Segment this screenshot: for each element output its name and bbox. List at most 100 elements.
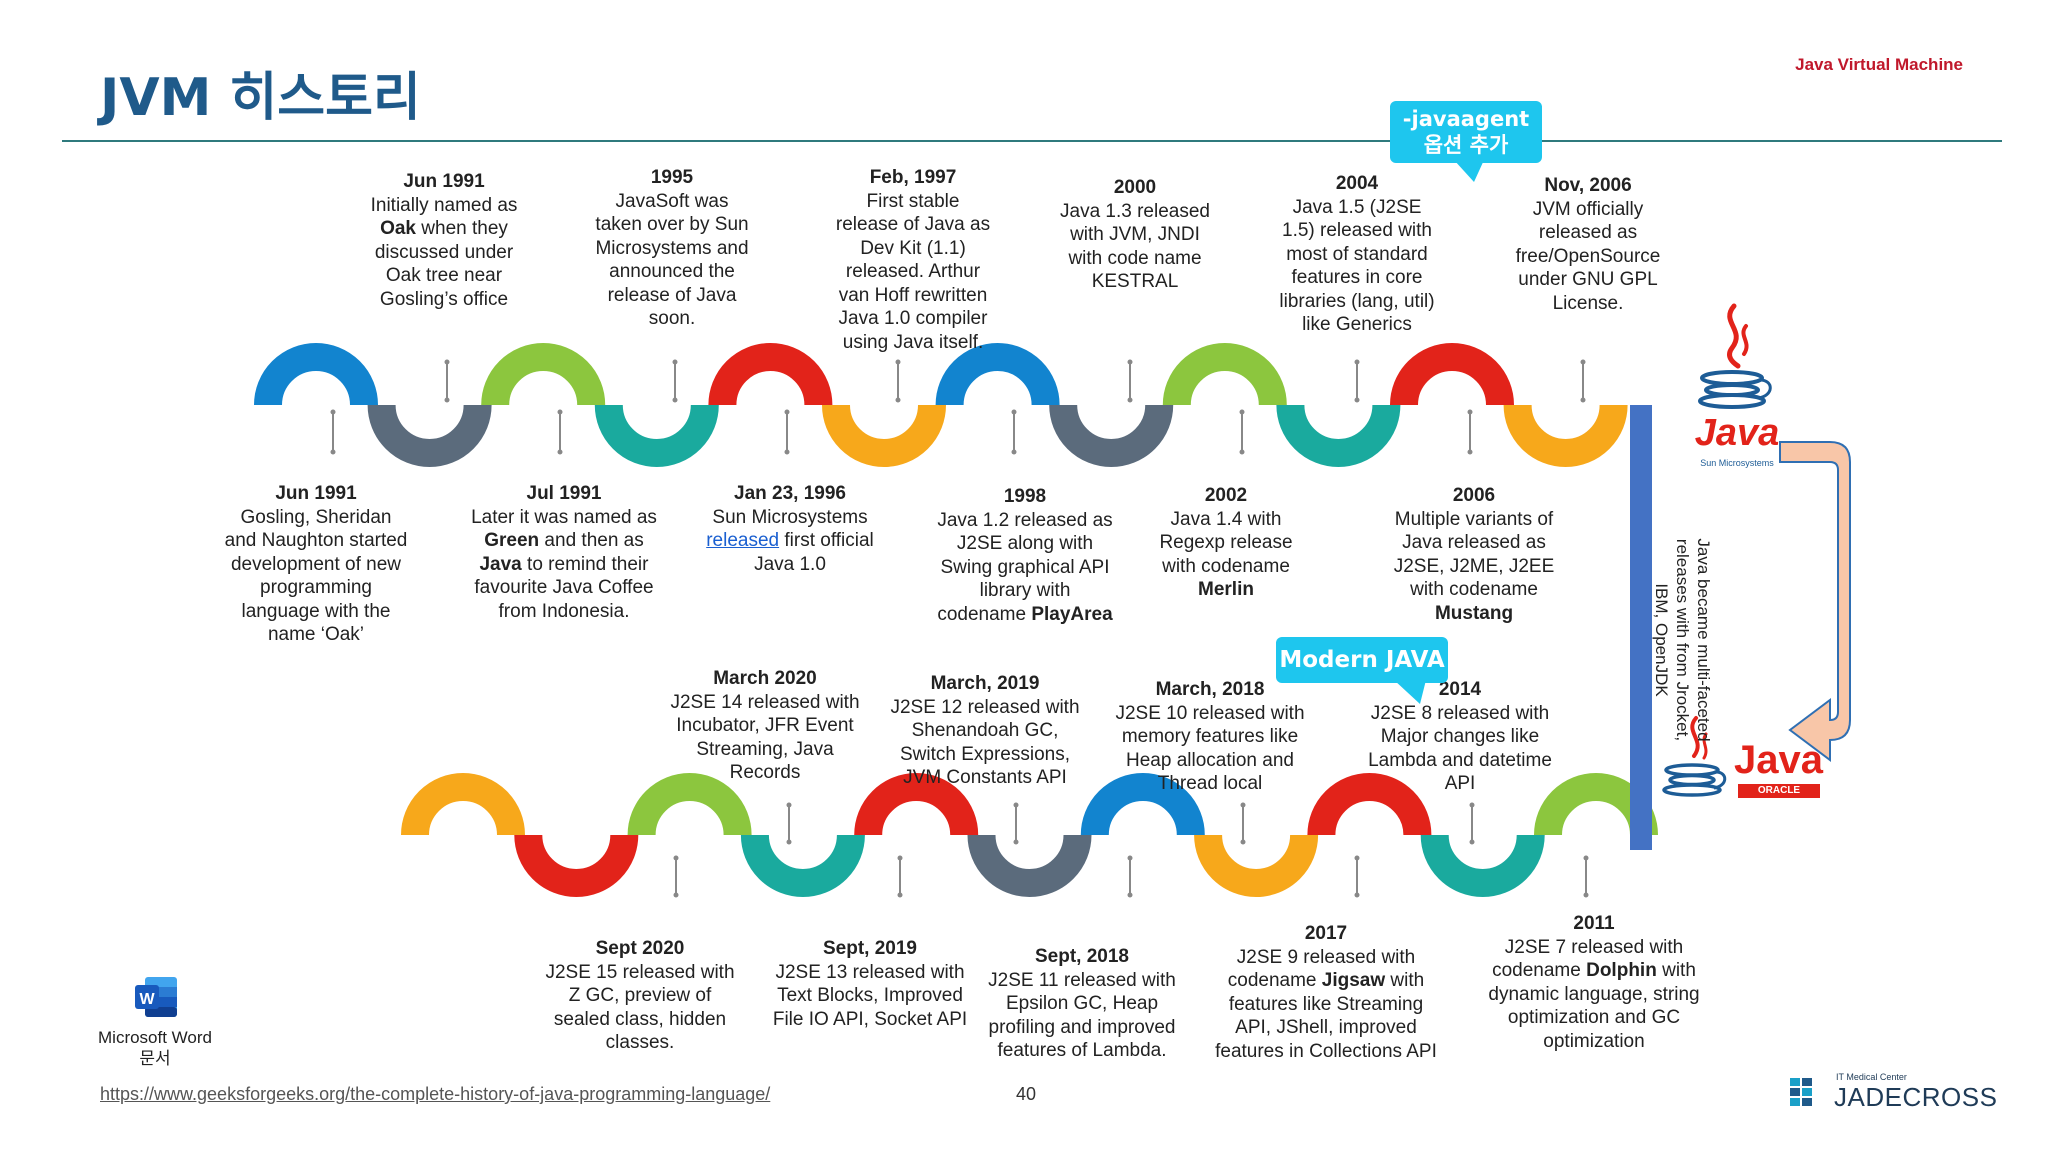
timeline-tick-end — [673, 855, 679, 861]
event-description-line: 1.5) released with — [1282, 220, 1432, 241]
wave-row2-segment — [401, 773, 525, 836]
event-description-line: Microsystems and — [595, 237, 749, 259]
timeline-tick-end — [1467, 409, 1473, 415]
timeline-tick-end — [784, 409, 790, 415]
timeline-tick-end — [672, 397, 678, 403]
event-date: 2000 — [1113, 177, 1157, 198]
event-description-line: language with the — [241, 600, 391, 622]
event-description-line: Thread local — [1157, 773, 1263, 794]
event-lower-top: March 2020 J2SE 14 released with Incubator… — [650, 667, 880, 785]
page-number: 40 — [1016, 1084, 1037, 1104]
event-description-line: discussed under — [374, 241, 514, 263]
event-mid: 2006 Multiple variants of Java released as… — [1359, 484, 1589, 625]
wave-row2-segment — [1194, 834, 1319, 897]
event-top: Jun 1991 Initially named as Oak when they d… — [329, 170, 559, 311]
event-description-line: Incubator, JFR Event — [676, 715, 854, 736]
event-date: 2002 — [1204, 485, 1248, 506]
timeline-tick-end — [557, 449, 563, 455]
event-date: March, 2019 — [930, 673, 1040, 694]
timeline-tick-end — [444, 359, 450, 365]
event-mid: Jul 1991 Later it was named as Green and t… — [449, 482, 679, 623]
wave-row2-segment — [514, 834, 639, 897]
timeline-tick-end — [1127, 359, 1133, 365]
event-description-line: programming — [260, 577, 372, 598]
jadecross-wordmark: JADECROSS — [1834, 1082, 1998, 1112]
event-description-line: J2SE 14 released with — [670, 691, 860, 713]
wave-row1-segment — [481, 343, 606, 406]
wave-row2-segment — [1420, 834, 1545, 897]
timeline-tick-end — [895, 397, 901, 403]
event-description-line: free/OpenSource — [1515, 245, 1661, 267]
word-document-icon[interactable]: W Microsoft Word 문서 — [90, 975, 220, 1069]
event-description-line: J2SE 7 released with — [1504, 936, 1684, 958]
timeline-tick-end — [1239, 449, 1245, 455]
event-description-line: van Hoff rewritten — [838, 284, 988, 306]
event-mid: Jun 1991 Gosling, Sheridan and Naughton st… — [201, 482, 431, 647]
header-label: Java Virtual Machine — [1795, 55, 1963, 74]
event-description-line: dynamic language, string — [1488, 983, 1700, 1005]
event-description-line: from Indonesia. — [498, 600, 630, 622]
event-description-line: Switch Expressions, — [899, 743, 1070, 765]
event-description-line: Oak when they — [380, 218, 508, 239]
multi-faceted-note: Java became multi-faceted releases with … — [1652, 538, 1713, 742]
source-link[interactable]: https://www.geeksforgeeks.org/the-comple… — [100, 1084, 771, 1104]
wave-row1-segment — [1049, 404, 1174, 467]
event-description-line: announced the — [609, 261, 735, 282]
event-description-line: soon. — [648, 308, 696, 329]
event-date: 2004 — [1335, 173, 1379, 194]
wave-row1-segment — [1390, 343, 1514, 406]
timeline-tick-end — [330, 449, 336, 455]
svg-text:W: W — [139, 991, 155, 1008]
event-bottom: Sept 2020 J2SE 15 released with Z GC, prev… — [525, 937, 755, 1055]
timeline-tick-end — [895, 359, 901, 365]
event-date: Nov, 2006 — [1544, 175, 1632, 196]
event-description-line: J2SE 12 released with — [890, 696, 1080, 718]
event-description-line: released. Arthur — [845, 261, 981, 282]
event-description-line: J2SE 8 released with — [1370, 702, 1550, 724]
event-top: 1995 JavaSoft was taken over by Sun Microsy… — [557, 166, 787, 331]
wave-row1-segment — [1276, 404, 1401, 467]
timeline-tick-end — [1240, 839, 1246, 845]
event-date: Sept, 2019 — [823, 938, 917, 959]
timeline-connector — [1630, 405, 1652, 850]
event-description-line: Shenandoah GC, — [911, 720, 1059, 741]
event-description-line: using Java itself. — [842, 331, 984, 353]
event-description-line: sealed class, hidden — [553, 1008, 727, 1030]
event-description-line: library with — [979, 580, 1071, 601]
event-date: Feb, 1997 — [869, 167, 957, 188]
event-date: 1995 — [650, 167, 694, 188]
java-cup-icon — [1698, 303, 1772, 409]
timeline-tick-end — [557, 409, 563, 415]
event-lower-top: March, 2018 J2SE 10 released with memory f… — [1095, 678, 1325, 796]
event-top: 2000 Java 1.3 released with JVM, JNDI with … — [1020, 176, 1250, 294]
javaagent-callout: -javaagent 옵션 추가 — [1390, 101, 1542, 163]
event-description-line: Epsilon GC, Heap — [1005, 993, 1159, 1014]
jadecross-tagline: IT Medical Center — [1836, 1072, 1907, 1082]
event-date: Sept, 2018 — [1035, 946, 1129, 967]
event-description-line: Regexp release — [1159, 532, 1293, 553]
oracle-java-logo: Java ORACLE — [1652, 712, 1832, 812]
wave-row1-segment — [935, 343, 1060, 406]
timeline-tick-end — [1354, 892, 1360, 898]
event-description-line: Heap allocation and — [1126, 749, 1294, 771]
event-date: Sept 2020 — [595, 938, 685, 959]
event-description-line: Java 1.3 released — [1060, 200, 1210, 222]
event-description-line: Mustang — [1434, 602, 1514, 624]
event-description-line: Java to remind their — [479, 553, 649, 575]
timeline-tick-end — [673, 892, 679, 898]
timeline-tick-end — [444, 397, 450, 403]
javaagent-callout-line2: 옵션 추가 — [1423, 133, 1509, 157]
wave-row1-segment — [708, 343, 833, 406]
event-description-line: release of Java as — [835, 214, 991, 235]
sun-java-wordmark: Java — [1694, 412, 1780, 454]
event-mid: 2002 Java 1.4 with Regexp release with code… — [1111, 484, 1341, 602]
event-mid: 1998 Java 1.2 released as J2SE along with S… — [910, 485, 1140, 626]
event-date: March 2020 — [713, 668, 817, 689]
event-description-line: Java 1.2 released as — [937, 509, 1113, 531]
modern-java-callout-tail — [1394, 680, 1426, 704]
event-description-line: Dev Kit (1.1) — [860, 237, 966, 259]
javaagent-callout-tail — [1454, 160, 1484, 182]
event-description-line: J2SE 9 released with — [1236, 946, 1416, 968]
event-description-line: J2SE 15 released with — [545, 961, 735, 983]
event-description-line: development of new — [230, 553, 402, 575]
